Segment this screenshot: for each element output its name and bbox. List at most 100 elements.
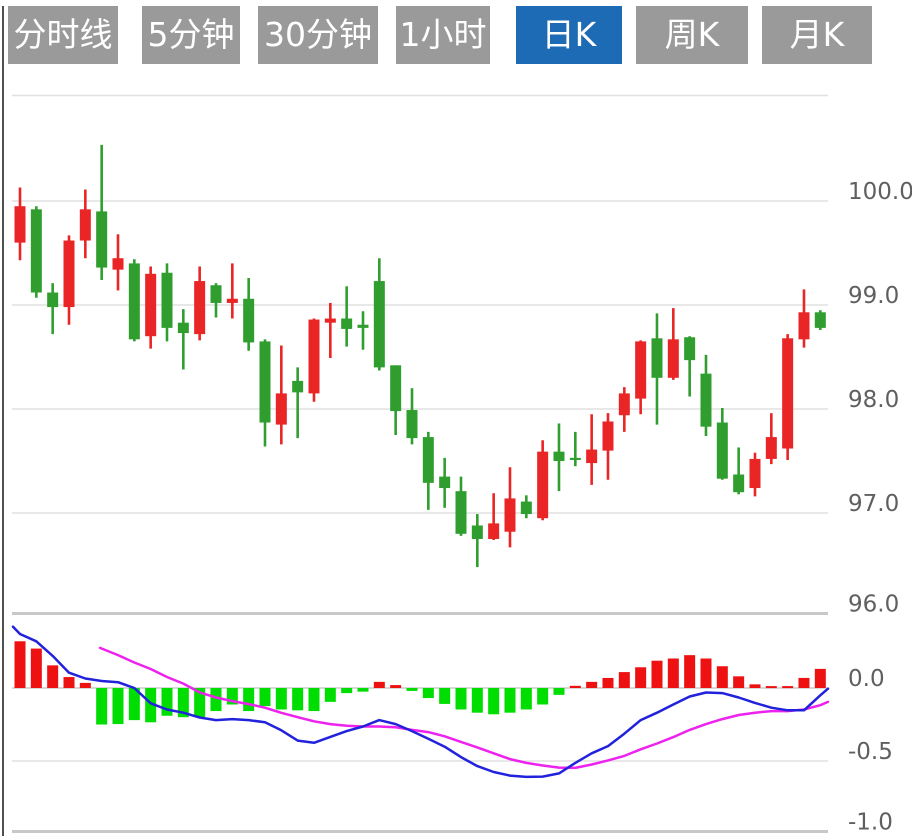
tab-weekly-k[interactable]: 周K — [636, 6, 748, 64]
candle-body — [569, 457, 581, 460]
macd-bar — [667, 658, 679, 688]
macd-bar — [63, 677, 75, 688]
candle — [471, 514, 483, 568]
price-axis-label: 98.0 — [848, 387, 899, 413]
candle — [635, 340, 647, 415]
candle-body — [47, 292, 59, 308]
candle — [684, 336, 696, 397]
macd-bar — [259, 688, 271, 707]
candle-body — [684, 337, 696, 361]
candle-body — [537, 451, 549, 519]
candle-body — [324, 318, 336, 323]
macd-bar — [733, 676, 745, 688]
candle-body — [161, 272, 173, 328]
macd-bar — [782, 686, 794, 689]
candle — [488, 493, 500, 541]
candle — [455, 476, 467, 536]
candle-body — [439, 476, 451, 489]
macd-bar — [275, 688, 287, 710]
candle-body — [128, 263, 140, 340]
macd-bar — [635, 667, 647, 688]
candle — [651, 313, 663, 425]
candle-body — [455, 491, 467, 534]
candle — [292, 367, 304, 439]
candle — [537, 440, 549, 521]
macd-bar — [226, 688, 238, 705]
macd-bar — [439, 688, 451, 704]
candle-body — [602, 421, 614, 451]
candle-body — [14, 206, 26, 243]
candle-body — [520, 501, 532, 515]
dea-line — [98, 646, 830, 770]
candle-body — [749, 458, 761, 489]
candle — [422, 431, 434, 510]
candle — [733, 447, 745, 495]
macd-bar — [537, 688, 549, 705]
candle — [226, 263, 238, 319]
candle — [667, 308, 679, 380]
macd-bar — [324, 688, 336, 702]
candle — [406, 388, 418, 445]
tab-daily-k[interactable]: 日K — [516, 6, 622, 64]
price-axis-label: 96.0 — [848, 592, 899, 618]
macd-axis-label: -0.5 — [848, 739, 893, 765]
macd-axis-label: 0.0 — [848, 666, 885, 692]
candle — [308, 318, 320, 402]
price-axis-label: 100.0 — [848, 179, 912, 205]
macd-bar — [341, 688, 353, 694]
candle-body — [733, 474, 745, 493]
candle-body — [422, 437, 434, 483]
macd-bar — [488, 688, 500, 715]
candle — [161, 263, 173, 342]
candle — [373, 258, 385, 371]
candle-body — [292, 380, 304, 393]
candle-body — [765, 437, 777, 459]
candle-body — [667, 339, 679, 378]
macd-bar — [292, 688, 304, 711]
candle-body — [177, 322, 189, 334]
candle — [504, 467, 516, 548]
macd-bar — [651, 660, 663, 688]
macd-bar — [47, 665, 59, 688]
macd-bar — [210, 688, 222, 712]
macd-bar — [406, 688, 418, 691]
candle — [716, 407, 728, 480]
candle-body — [259, 341, 271, 423]
candle-body — [210, 285, 222, 303]
price-axis-label: 99.0 — [848, 283, 899, 309]
candle-body — [275, 393, 287, 425]
macd-bar — [553, 688, 565, 695]
candle-body — [471, 525, 483, 539]
macd-bar — [569, 685, 581, 688]
candle-body — [504, 498, 516, 532]
tab-monthly-k[interactable]: 月K — [762, 6, 872, 64]
timeframe-tabs: 分时线 5分钟 30分钟 1小时 日K 周K 月K — [0, 0, 912, 66]
candle-body — [357, 324, 369, 328]
candle — [798, 289, 810, 348]
candle — [814, 310, 826, 330]
macd-bar — [814, 668, 826, 688]
macd-bar — [700, 658, 712, 688]
dif-line — [11, 625, 830, 779]
macd-bar — [798, 677, 810, 688]
candle-body — [406, 410, 418, 439]
macd-bar — [96, 688, 108, 725]
candle-body — [488, 523, 500, 539]
candle-body — [308, 319, 320, 394]
candle-body — [226, 298, 238, 303]
tab-30min[interactable]: 30分钟 — [258, 6, 378, 64]
tab-minute-line[interactable]: 分时线 — [8, 6, 118, 64]
candle-body — [373, 281, 385, 368]
macd-bar — [471, 688, 483, 713]
candle — [14, 187, 26, 261]
tab-1hour[interactable]: 1小时 — [396, 6, 490, 64]
candle — [390, 365, 402, 435]
candle — [700, 354, 712, 437]
candle-body — [194, 281, 206, 335]
candle-body — [96, 211, 108, 268]
candle — [210, 283, 222, 318]
candle — [194, 266, 206, 341]
tab-5min[interactable]: 5分钟 — [142, 6, 240, 64]
candle-body — [243, 298, 255, 343]
